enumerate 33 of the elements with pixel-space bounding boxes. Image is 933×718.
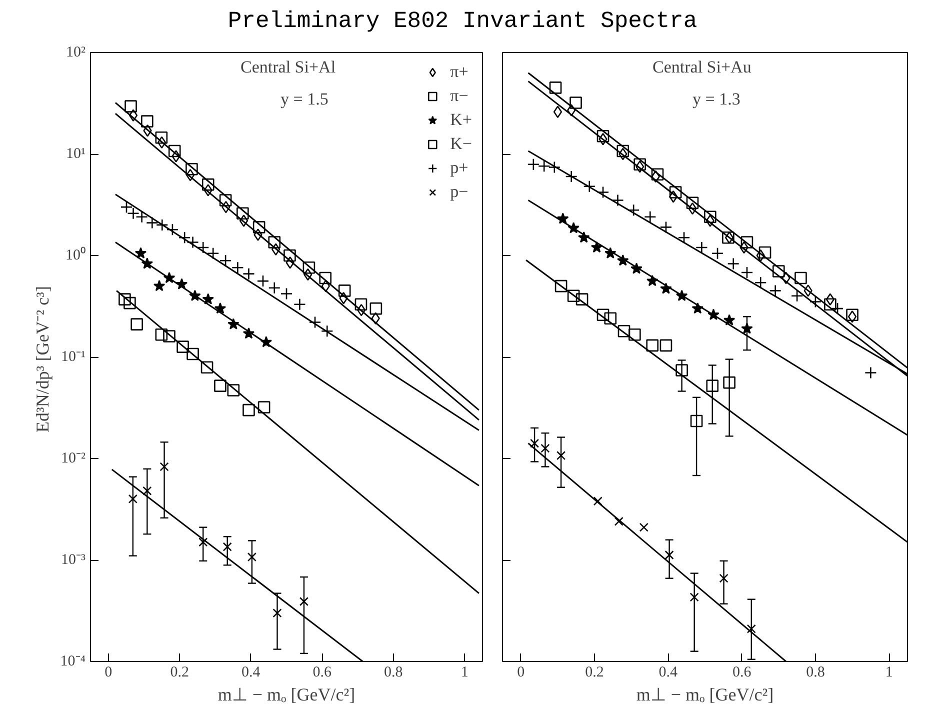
x-tick-label: 1 [885,664,893,680]
y-tick-label: 10⁻² [61,450,86,466]
legend-label: K− [450,134,472,154]
y-tick-label: 10² [66,44,86,60]
x-tick-label: 0.8 [806,664,825,680]
x-tick-label: 0.4 [241,664,261,680]
x-tick-label: 0.6 [312,664,332,680]
x-axis-title: m⊥ − mₒ [GeV/c²] [218,684,356,704]
x-tick-label: 0.2 [585,664,604,680]
annotation: y = 1.3 [692,90,740,108]
x-tick-label: 0.6 [732,664,752,680]
annotation: Central Si+Au [652,58,752,76]
y-tick-label: 10¹ [66,146,86,162]
y-axis-title: Ed³N/dp³ [GeV⁻² c³] [32,286,52,433]
legend-label: π+ [450,62,470,82]
x-tick-label: 0.4 [658,664,678,680]
chart-title: Preliminary E802 Invariant Spectra [226,7,698,36]
y-tick-label: 10⁰ [66,246,86,264]
x-tick-label: 0.8 [384,664,403,680]
legend-label: p+ [450,158,470,178]
legend-label: K+ [450,110,472,130]
x-tick-label: 0.2 [170,664,189,680]
x-axis-title: m⊥ − mₒ [GeV/c²] [636,684,774,704]
x-tick-label: 1 [460,664,468,680]
x-tick-label: 0 [104,664,112,680]
y-tick-label: 10⁻⁴ [60,654,86,670]
legend-label: π− [450,86,470,106]
annotation: Central Si+Al [240,58,336,76]
annotation: y = 1.5 [280,90,328,108]
y-tick-label: 10⁻³ [61,552,86,568]
y-tick-label: 10⁻¹ [61,349,86,365]
legend-label: p− [450,182,470,202]
x-tick-label: 0 [517,664,525,680]
